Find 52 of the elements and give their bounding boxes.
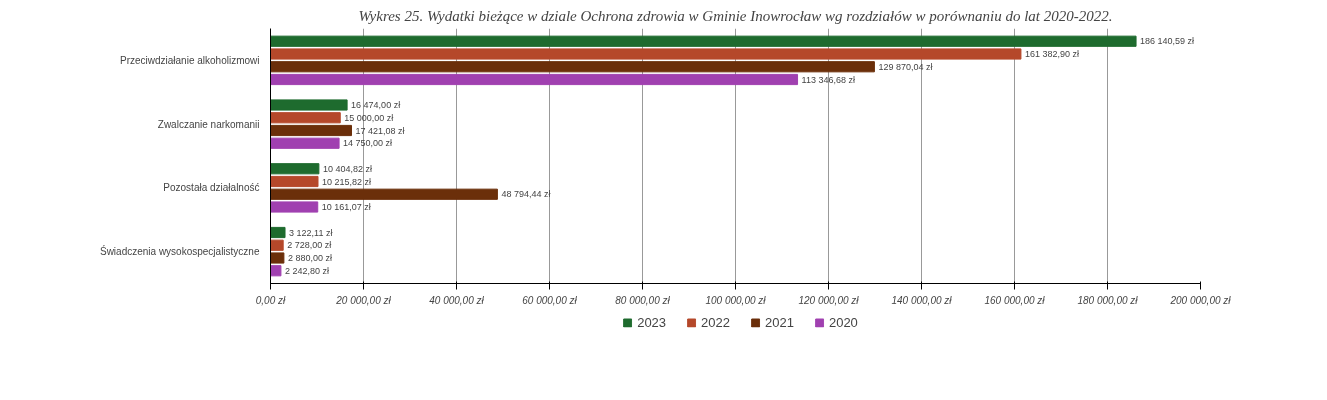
data-label: 186 140,59 zł: [1140, 36, 1195, 47]
bar: [270, 61, 875, 73]
x-tick-label: 20 000,00 zł: [335, 294, 392, 306]
data-label: 16 474,00 zł: [351, 100, 401, 110]
data-label: 10 215,82 zł: [322, 176, 372, 187]
data-label: 2 880,00 zł: [287, 253, 332, 263]
bar: [270, 163, 320, 175]
data-label: 17 421,08 zł: [355, 125, 405, 136]
bar: [270, 188, 498, 200]
data-label: 161 382,90 zł: [1024, 49, 1079, 59]
x-tick-label: 120 000,00 zł: [798, 294, 860, 306]
data-label: 14 750,00 zł: [343, 138, 393, 149]
bar: [270, 226, 286, 239]
bar: [270, 175, 319, 188]
bar: [270, 73, 799, 86]
data-label: 15 000,00 zł: [344, 112, 394, 123]
y-tick-label: Świadczenia wysokospecjalistyczne: [99, 245, 260, 258]
bar: [270, 265, 282, 277]
bar: [270, 137, 340, 149]
data-label: 10 161,07 zł: [321, 202, 371, 212]
bar: [270, 48, 1022, 60]
bar: [270, 201, 319, 213]
x-tick-label: 40 000,00 zł: [429, 294, 485, 306]
y-tick-label: Pozostała działalność: [163, 182, 260, 194]
data-label: 2 242,80 zł: [284, 265, 329, 276]
x-tick-label: 0,00 zł: [255, 294, 287, 306]
x-tick-label: 60 000,00 zł: [522, 294, 578, 306]
legend-label: 2022: [701, 314, 730, 330]
bar: [270, 35, 1137, 47]
x-tick-label: 180 000,00 zł: [1077, 294, 1139, 306]
data-label: 48 794,44 zł: [501, 189, 551, 200]
x-tick-label: 80 000,00 zł: [615, 294, 671, 306]
bar: [270, 252, 285, 264]
bar: [270, 99, 348, 111]
bar: [270, 239, 284, 251]
legend-label: 2021: [765, 314, 794, 330]
data-label: 113 346,68 zł: [801, 74, 855, 85]
bar: [270, 124, 353, 137]
x-tick-label: 140 000,00 zł: [891, 294, 953, 306]
x-tick-label: 100 000,00 zł: [705, 294, 767, 306]
chart-title: Wykres 25. Wydatki bieżące w dziale Ochrona zdrowia w Gminie Inowrocław wg rozdziałów w porównaniu do lat 2020-2022.: [358, 7, 1113, 24]
legend-label: 2023: [637, 314, 667, 330]
bar: [270, 112, 341, 124]
legend-label: 2020: [828, 314, 858, 330]
y-tick-label: Zwalczanie narkomanii: [157, 118, 260, 130]
x-tick-label: 200 000,00 zł: [1169, 294, 1232, 306]
data-label: 3 122,11 zł: [289, 227, 333, 238]
data-label: 10 404,82 zł: [322, 163, 372, 174]
y-tick-label: Przeciwdziałanie alkoholizmowi: [120, 54, 260, 66]
x-tick-label: 160 000,00 zł: [984, 294, 1046, 306]
data-label: 2 728,00 zł: [287, 240, 332, 251]
data-label: 129 870,04 zł: [878, 61, 933, 72]
